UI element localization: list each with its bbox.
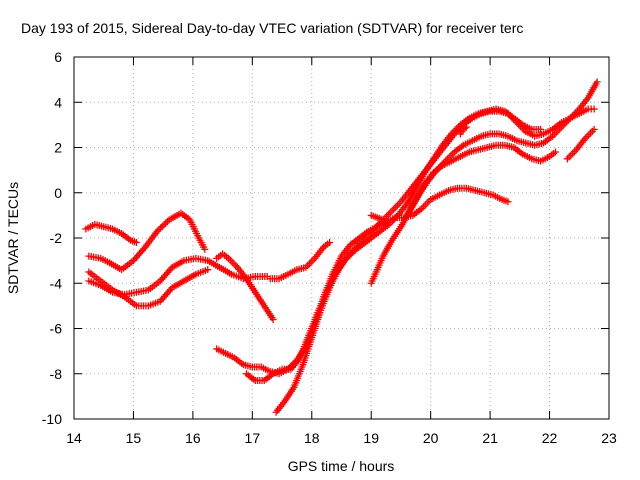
x-tick-label: 18 xyxy=(304,430,320,446)
x-tick-label: 23 xyxy=(601,430,617,446)
x-tick-label: 15 xyxy=(126,430,142,446)
x-tick-labels: 14 15 16 17 18 19 20 21 22 23 xyxy=(66,430,617,446)
data-point xyxy=(155,226,163,234)
data-point xyxy=(593,78,601,86)
data-point xyxy=(132,239,140,247)
data-point xyxy=(590,105,598,113)
series-track-n xyxy=(456,123,470,138)
y-tick-label: -6 xyxy=(50,321,63,337)
y-tick-label: -8 xyxy=(50,366,63,382)
y-tick-label: -10 xyxy=(42,411,62,427)
data-point xyxy=(504,198,512,206)
series-track-b xyxy=(85,209,209,274)
series-track-m xyxy=(367,211,387,224)
series-track-e xyxy=(266,239,334,283)
y-tick-label: -4 xyxy=(50,275,63,291)
x-tick-label: 22 xyxy=(542,430,558,446)
data-point xyxy=(590,125,598,133)
data-point xyxy=(537,125,545,133)
data-point xyxy=(162,219,170,227)
y-tick-label: -2 xyxy=(50,230,63,246)
data-point xyxy=(158,222,166,230)
y-axis-label: SDTVAR / TECUs xyxy=(5,182,21,294)
series-track-l xyxy=(563,125,598,163)
x-tick-label: 17 xyxy=(245,430,261,446)
data-point xyxy=(461,124,469,132)
x-tick-label: 21 xyxy=(482,430,498,446)
y-tick-label: 4 xyxy=(54,94,62,110)
series-track-g xyxy=(213,184,512,378)
x-tick-label: 19 xyxy=(363,430,379,446)
data-point xyxy=(326,239,334,247)
data-point xyxy=(204,266,212,274)
data-point xyxy=(160,221,168,229)
data-series xyxy=(82,78,601,416)
x-tick-label: 20 xyxy=(423,430,439,446)
data-point xyxy=(462,123,470,131)
x-tick-label: 16 xyxy=(185,430,201,446)
series-track-j xyxy=(367,78,601,287)
data-point xyxy=(552,148,559,156)
data-point xyxy=(157,224,165,232)
axis-ticks xyxy=(73,56,610,420)
y-tick-label: 6 xyxy=(54,49,62,65)
series-track-k xyxy=(403,141,559,219)
data-point xyxy=(201,245,209,253)
series-track-i xyxy=(272,105,598,416)
y-tick-label: 2 xyxy=(54,140,62,156)
x-tick-label: 14 xyxy=(66,430,82,446)
x-axis-label: GPS time / hours xyxy=(288,458,395,474)
series-track-a xyxy=(82,220,140,247)
y-tick-labels: -10 -8 -6 -4 -2 0 2 4 6 xyxy=(42,49,62,427)
chart-title: Day 193 of 2015, Sidereal Day-to-day VTE… xyxy=(21,20,523,36)
y-tick-label: 0 xyxy=(54,185,62,201)
data-point xyxy=(269,315,277,323)
data-point xyxy=(379,216,387,224)
series-track-f xyxy=(213,250,277,323)
